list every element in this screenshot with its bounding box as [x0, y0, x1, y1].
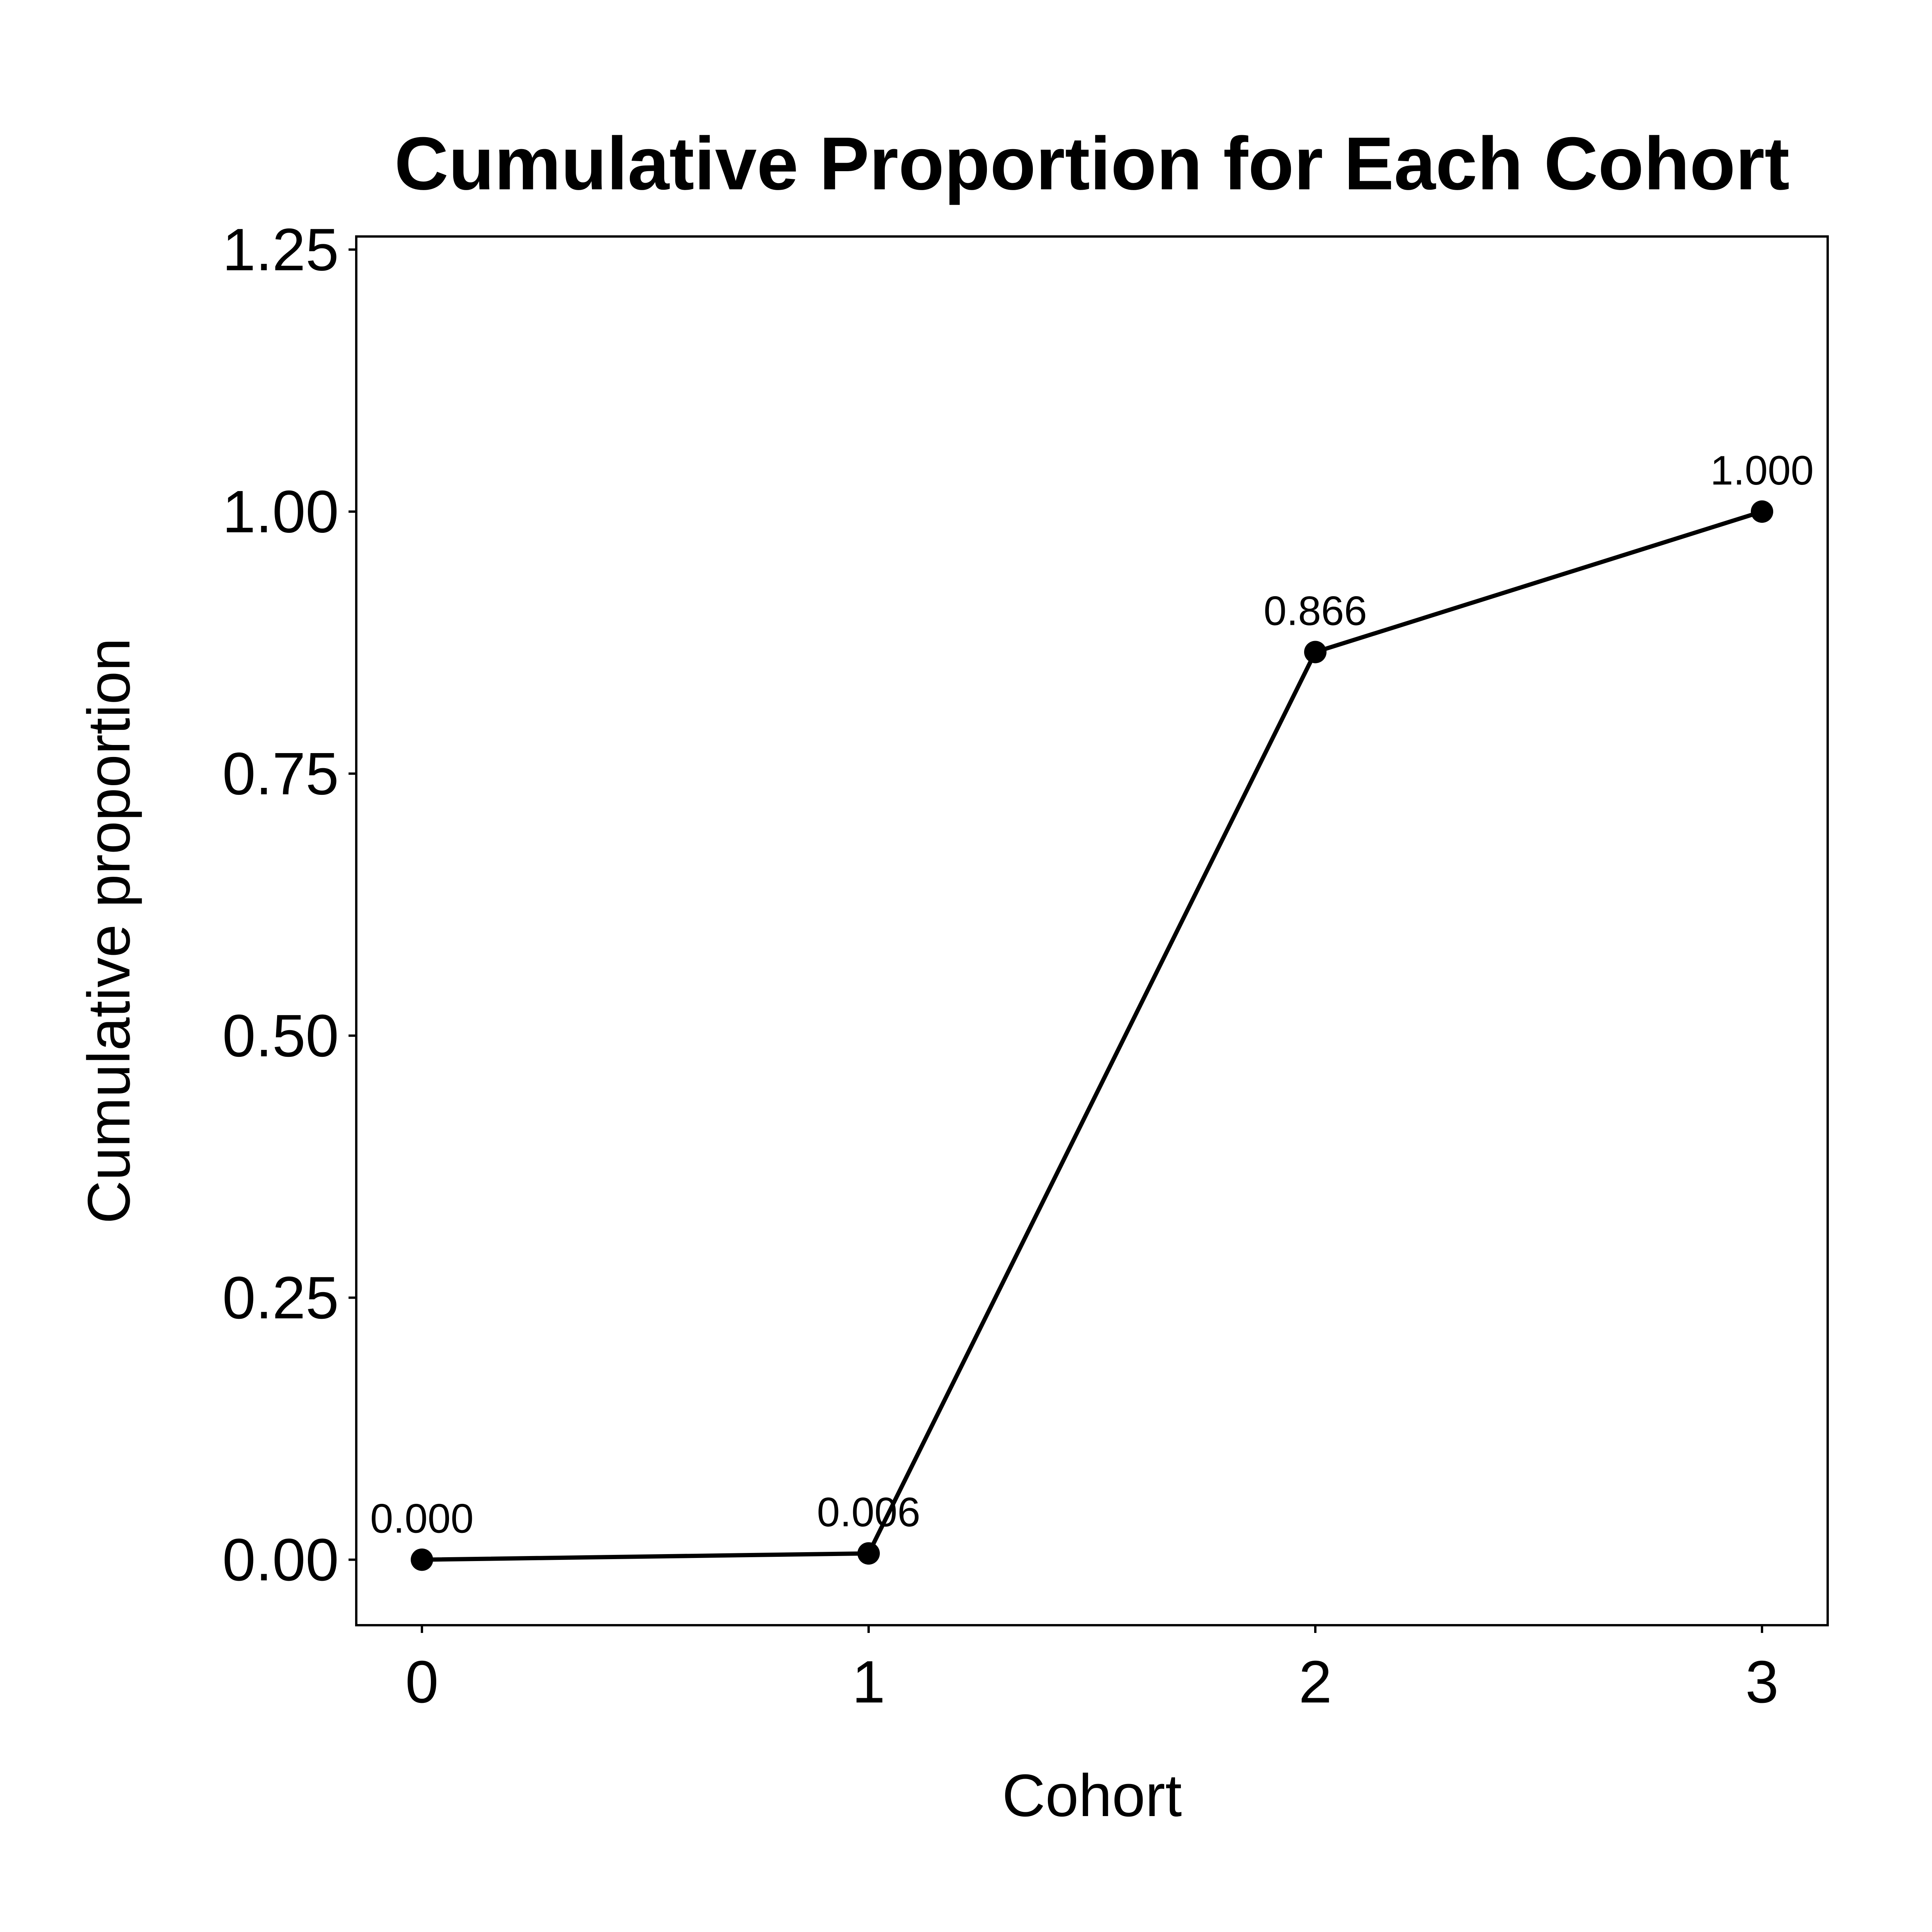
x-tick-label: 3	[1745, 1648, 1779, 1715]
y-axis-title: Cumulative proportion	[75, 638, 142, 1224]
data-point	[857, 1542, 880, 1565]
data-point	[410, 1548, 433, 1571]
plot-panel-border	[355, 235, 1829, 1626]
x-axis: 0 1 2 3	[405, 1625, 1779, 1715]
x-tick-label: 2	[1299, 1648, 1332, 1715]
y-tick-label: 0.25	[222, 1264, 339, 1331]
y-tick-label: 0.50	[222, 1002, 339, 1069]
data-value-label: 0.006	[817, 1489, 920, 1535]
y-tick-label: 1.00	[222, 478, 339, 545]
chart-title: Cumulative Proportion for Each Cohort	[395, 122, 1790, 206]
data-value-label: 0.866	[1264, 587, 1367, 634]
series-line	[420, 509, 1764, 1562]
series-layer	[410, 500, 1774, 1571]
y-tick-label: 1.25	[222, 216, 339, 283]
x-axis-title: Cohort	[1002, 1762, 1182, 1829]
y-tick-label: 0.00	[222, 1526, 339, 1593]
y-axis: 0.00 0.25 0.50 0.75 1.00 1.25	[222, 216, 356, 1593]
data-point	[1304, 641, 1327, 663]
x-tick-label: 0	[405, 1648, 439, 1715]
data-label-layer: 0.000 0.006 0.866 1.000	[370, 447, 1814, 1541]
y-tick-label: 0.75	[222, 740, 339, 807]
data-value-label: 0.000	[370, 1495, 474, 1541]
data-value-label: 1.000	[1710, 447, 1814, 493]
data-point	[1751, 500, 1774, 523]
x-tick-label: 1	[852, 1648, 885, 1715]
